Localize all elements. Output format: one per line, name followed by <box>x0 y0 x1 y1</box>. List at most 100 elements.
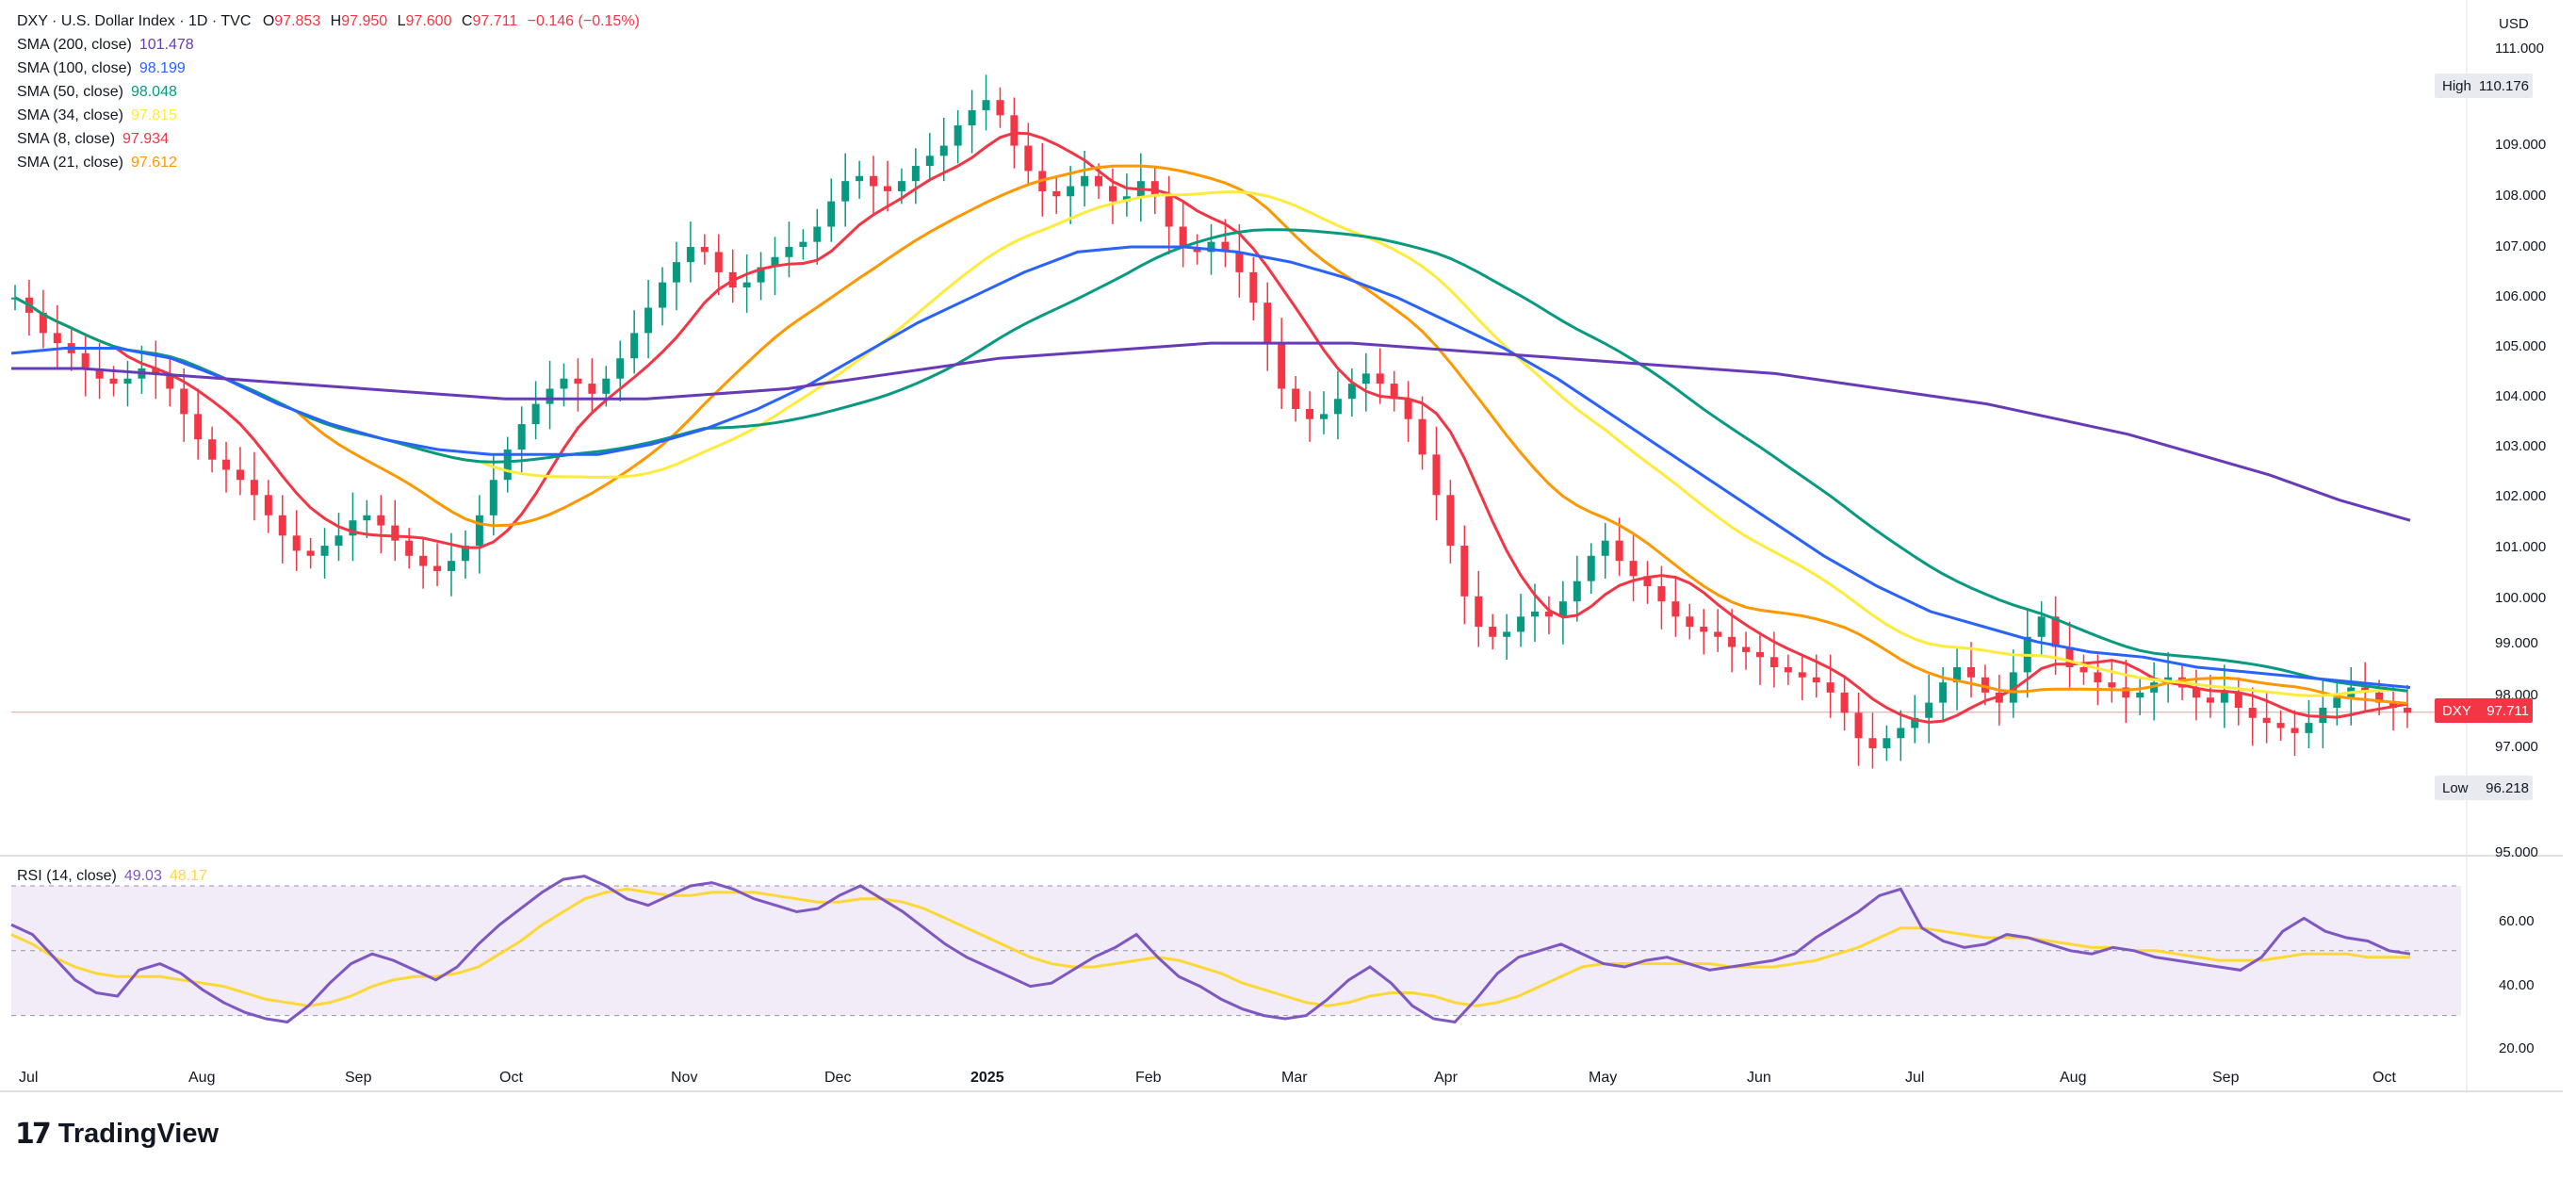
legend-value: 97.934 <box>122 131 169 147</box>
candle-body <box>1347 384 1356 400</box>
candle-body <box>1615 540 1623 562</box>
y-tick-label: 104.000 <box>2495 388 2546 404</box>
candle-body <box>1629 561 1638 577</box>
candle-body <box>2009 672 2017 703</box>
candle-body <box>742 282 751 288</box>
y-tick-label: 106.000 <box>2495 288 2546 304</box>
currency-text: USD <box>2499 16 2529 32</box>
candle-body <box>968 109 976 126</box>
o-label: O <box>263 13 274 29</box>
legend-label: SMA (50, close) <box>17 84 123 100</box>
y-tick-label: 99.000 <box>2495 635 2538 651</box>
candle-body <box>1868 738 1877 748</box>
tradingview-mark-icon: 17 <box>15 1118 52 1151</box>
y-tick-label: 95.000 <box>2495 844 2538 860</box>
y-tick-label: 100.000 <box>2495 590 2546 606</box>
h-value: 97.950 <box>341 13 387 29</box>
candle-body <box>166 373 174 389</box>
candle-body <box>1671 601 1680 617</box>
candle-body <box>1432 454 1441 496</box>
sma21-line <box>14 164 2408 705</box>
x-tick-label: Jun <box>1747 1070 1771 1086</box>
sma100-line <box>10 245 2411 689</box>
rsi-legend-label: RSI (14, close) <box>17 868 117 884</box>
candle-body <box>1081 175 1089 187</box>
candle-body <box>1010 115 1019 146</box>
svg-text:DXY · U.S. Dollar Index · 1D ·: DXY · U.S. Dollar Index · 1D · TVC O97.8… <box>17 13 640 29</box>
candle-body <box>306 550 315 556</box>
candle-body <box>1840 692 1849 713</box>
candle-body <box>560 378 568 389</box>
sma200-line <box>11 341 2411 522</box>
candle-body <box>1784 667 1792 673</box>
candle-body <box>2192 687 2200 698</box>
candle-body <box>841 181 850 202</box>
low-tag: Low 96.218 <box>2435 776 2533 800</box>
candle-body <box>334 535 343 547</box>
candle-body <box>659 282 667 308</box>
candle-body <box>1939 682 1948 703</box>
legend-value: 101.478 <box>139 37 194 53</box>
legend-sma21: SMA (21, close) 97.612 <box>17 155 177 171</box>
candle-body <box>53 333 61 344</box>
candle-body <box>1826 682 1834 693</box>
y-tick-label: 102.000 <box>2495 488 2546 504</box>
c-label: C <box>462 13 473 29</box>
candle-body <box>1601 540 1609 556</box>
candle-body <box>1798 672 1806 678</box>
candle-body <box>574 378 582 384</box>
candle-body <box>1742 646 1751 652</box>
candle-body <box>222 459 231 470</box>
candle-body <box>1911 717 1919 728</box>
candle-body <box>1460 546 1469 597</box>
candle-body <box>827 201 836 227</box>
x-tick-label: Dec <box>824 1070 851 1086</box>
candle-body <box>546 388 554 404</box>
rsi-tick-label: 60.00 <box>2499 913 2535 929</box>
candle-body <box>1418 418 1427 455</box>
rsi-tick-label: 40.00 <box>2499 977 2535 993</box>
candle-body <box>1517 616 1525 632</box>
candle-body <box>785 247 793 257</box>
candle-body <box>2051 616 2060 647</box>
tradingview-logo[interactable]: 17 TradingView <box>15 1118 219 1151</box>
candle-body <box>954 125 962 146</box>
candle-body <box>1235 252 1244 272</box>
candle-body <box>714 252 723 272</box>
legend-label: SMA (8, close) <box>17 131 115 147</box>
candle-body <box>419 555 428 566</box>
candle-body <box>2248 707 2257 718</box>
candle-body <box>180 388 188 415</box>
x-tick-label: Nov <box>671 1070 697 1086</box>
candle-body <box>588 384 596 394</box>
y-tick-label: 105.000 <box>2495 338 2546 354</box>
candle-body <box>503 449 512 481</box>
y-tick-label: 103.000 <box>2495 438 2546 454</box>
symbol-line: DXY · U.S. Dollar Index · 1D · TVC <box>17 13 251 29</box>
candle-body <box>1981 677 1989 693</box>
candle-body <box>1390 384 1398 400</box>
legend-sma8: SMA (8, close) 97.934 <box>17 131 169 147</box>
high-tag-label: High <box>2442 78 2471 94</box>
high-tag: High 110.176 <box>2435 74 2533 98</box>
o-value: 97.853 <box>274 13 320 29</box>
x-tick-label: Sep <box>345 1070 372 1086</box>
change-value: −0.146 (−0.15%) <box>528 13 640 29</box>
candle-body <box>489 480 497 515</box>
candle-body <box>1306 408 1314 419</box>
candle-body <box>236 469 244 481</box>
c-value: 97.711 <box>472 13 517 29</box>
candle-body <box>1854 712 1863 739</box>
candle-body <box>1643 576 1652 587</box>
candle-body <box>1573 581 1581 602</box>
series-layer <box>10 131 2461 1024</box>
candle-body <box>2375 692 2384 703</box>
candle-body <box>292 535 301 551</box>
legend-label: SMA (200, close) <box>17 37 132 53</box>
candle-body <box>799 241 807 248</box>
candle-body <box>1319 414 1328 419</box>
candle-body <box>982 100 990 110</box>
candle-body <box>433 565 442 571</box>
